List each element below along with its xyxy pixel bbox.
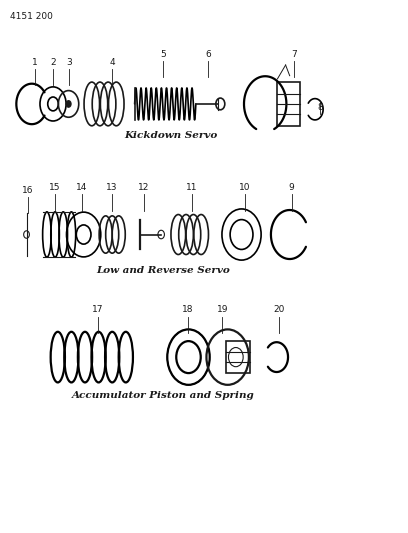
Text: 20: 20: [274, 305, 285, 314]
Bar: [277, 82, 300, 126]
Text: 7: 7: [291, 50, 297, 59]
Text: 4151 200: 4151 200: [10, 12, 53, 21]
Text: 9: 9: [289, 183, 295, 192]
Text: 14: 14: [76, 183, 87, 192]
Text: 17: 17: [92, 305, 104, 314]
Text: 4: 4: [109, 58, 115, 67]
Bar: [226, 341, 250, 373]
Circle shape: [66, 101, 71, 107]
Text: 3: 3: [67, 58, 72, 67]
Text: 2: 2: [50, 58, 56, 67]
Text: 18: 18: [182, 305, 193, 314]
Text: 10: 10: [239, 183, 251, 192]
Text: Accumulator Piston and Spring: Accumulator Piston and Spring: [72, 391, 255, 400]
Text: 13: 13: [106, 183, 118, 192]
Text: 8: 8: [317, 103, 323, 112]
Text: 5: 5: [160, 50, 166, 59]
Text: 11: 11: [186, 183, 197, 192]
Text: 16: 16: [22, 185, 33, 195]
Text: 15: 15: [49, 183, 61, 192]
Text: 1: 1: [32, 58, 38, 67]
Text: Kickdown Servo: Kickdown Servo: [125, 132, 218, 140]
Text: 19: 19: [217, 305, 228, 314]
Text: 6: 6: [205, 50, 211, 59]
Text: Low and Reverse Servo: Low and Reverse Servo: [96, 266, 230, 275]
Text: 12: 12: [138, 183, 149, 192]
